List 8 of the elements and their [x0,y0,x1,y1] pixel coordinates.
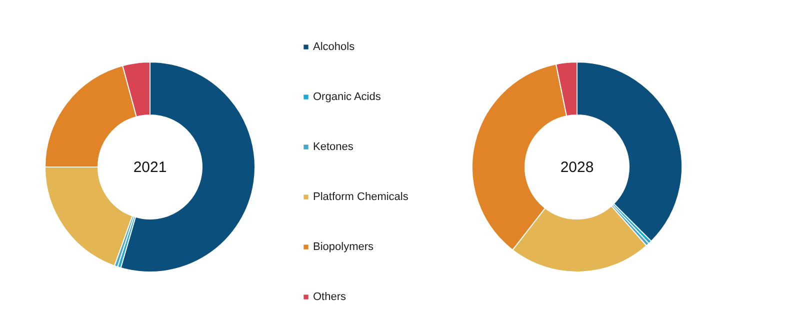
slice-label: 2028 [560,159,594,176]
legend-label: Biopolymers [313,241,374,253]
legend-label: Alcohols [313,41,356,53]
legend-label: Platform Chemicals [313,191,409,203]
slice-label: 2021 [133,159,167,176]
legend-label: Organic Acids [313,91,382,103]
legend-label: Others [313,291,347,303]
legend-label: Ketones [313,141,354,153]
